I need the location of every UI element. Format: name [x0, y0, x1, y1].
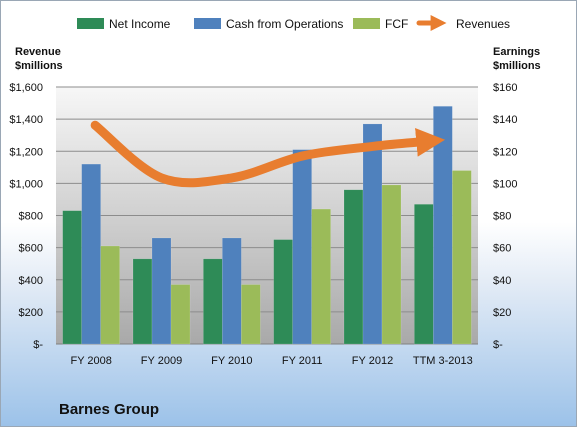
left-tick-label: $1,400 [9, 114, 43, 126]
bar-cash-from-operations [81, 163, 101, 345]
bar-cash-from-operations [362, 123, 383, 345]
left-axis-title-line1: Revenue [15, 46, 61, 58]
bar-fcf [452, 170, 472, 345]
right-tick-label: $140 [493, 114, 517, 126]
right-tick-label: $60 [493, 243, 511, 255]
bar-fcf [311, 208, 331, 345]
category-label: FY 2012 [352, 355, 393, 367]
right-tick-label: $40 [493, 275, 511, 287]
category-label: TTM 3-2013 [413, 355, 473, 367]
bar-net-income [132, 258, 153, 345]
gridlines [56, 86, 478, 345]
legend-label-net-income: Net Income [109, 17, 171, 31]
left-tick-label: $1,200 [9, 146, 43, 158]
bar-net-income [203, 258, 223, 345]
left-tick-label: $800 [19, 211, 43, 223]
category-labels: FY 2008 FY 2009 FY 2010 FY 2011 FY 2012 TTM 3… [70, 355, 472, 367]
left-tick-label: $200 [19, 307, 43, 319]
legend: Net Income Cash from Operations FCF Reve… [77, 14, 510, 32]
bar-cash-from-operations [433, 106, 453, 345]
left-axis-title-line2: $millions [15, 60, 63, 72]
bar-fcf [100, 245, 120, 345]
bar-fcf [170, 284, 191, 345]
bar-fcf [381, 184, 402, 345]
legend-label-revenues: Revenues [456, 17, 510, 31]
category-label: FY 2009 [141, 355, 182, 367]
bar-net-income [62, 210, 82, 345]
right-tick-label: $- [493, 339, 503, 351]
left-tick-label: $400 [19, 275, 43, 287]
category-label: FY 2010 [211, 355, 252, 367]
company-name: Barnes Group [59, 401, 159, 418]
legend-swatch-cash-from-operations [194, 18, 221, 29]
legend-label-fcf: FCF [385, 17, 408, 31]
bar-fcf [241, 284, 261, 345]
legend-label-cash-from-operations: Cash from Operations [226, 17, 343, 31]
legend-swatch-fcf [353, 18, 380, 29]
right-tick-label: $160 [493, 82, 517, 94]
left-tick-label: $1,600 [9, 82, 43, 94]
line-series [90, 120, 446, 188]
right-tick-label: $20 [493, 307, 511, 319]
left-tick-label: $- [33, 339, 43, 351]
right-axis-title-line2: $millions [493, 60, 541, 72]
category-label: FY 2008 [70, 355, 111, 367]
bar-cash-from-operations [151, 237, 172, 345]
right-tick-label: $120 [493, 146, 517, 158]
bar-cash-from-operations [292, 149, 312, 345]
line-revenues [90, 120, 446, 188]
bar-series [62, 106, 472, 345]
bar-net-income [343, 189, 364, 345]
right-tick-label: $100 [493, 178, 517, 190]
right-tick-label: $80 [493, 211, 511, 223]
bar-net-income [414, 204, 434, 345]
left-tick-label: $600 [19, 243, 43, 255]
category-label: FY 2011 [282, 355, 323, 367]
right-axis-ticks: $- $20 $40 $60 $80 $100 $120 $140 $160 [493, 82, 517, 351]
bar-cash-from-operations [222, 237, 242, 345]
right-axis-title-line1: Earnings [493, 46, 540, 58]
legend-swatch-net-income [77, 18, 104, 29]
left-tick-label: $1,000 [9, 178, 43, 190]
left-axis-ticks: $- $200 $400 $600 $800 $1,000 $1,200 $1,400 $1,6… [9, 82, 43, 351]
bar-net-income [273, 239, 293, 345]
